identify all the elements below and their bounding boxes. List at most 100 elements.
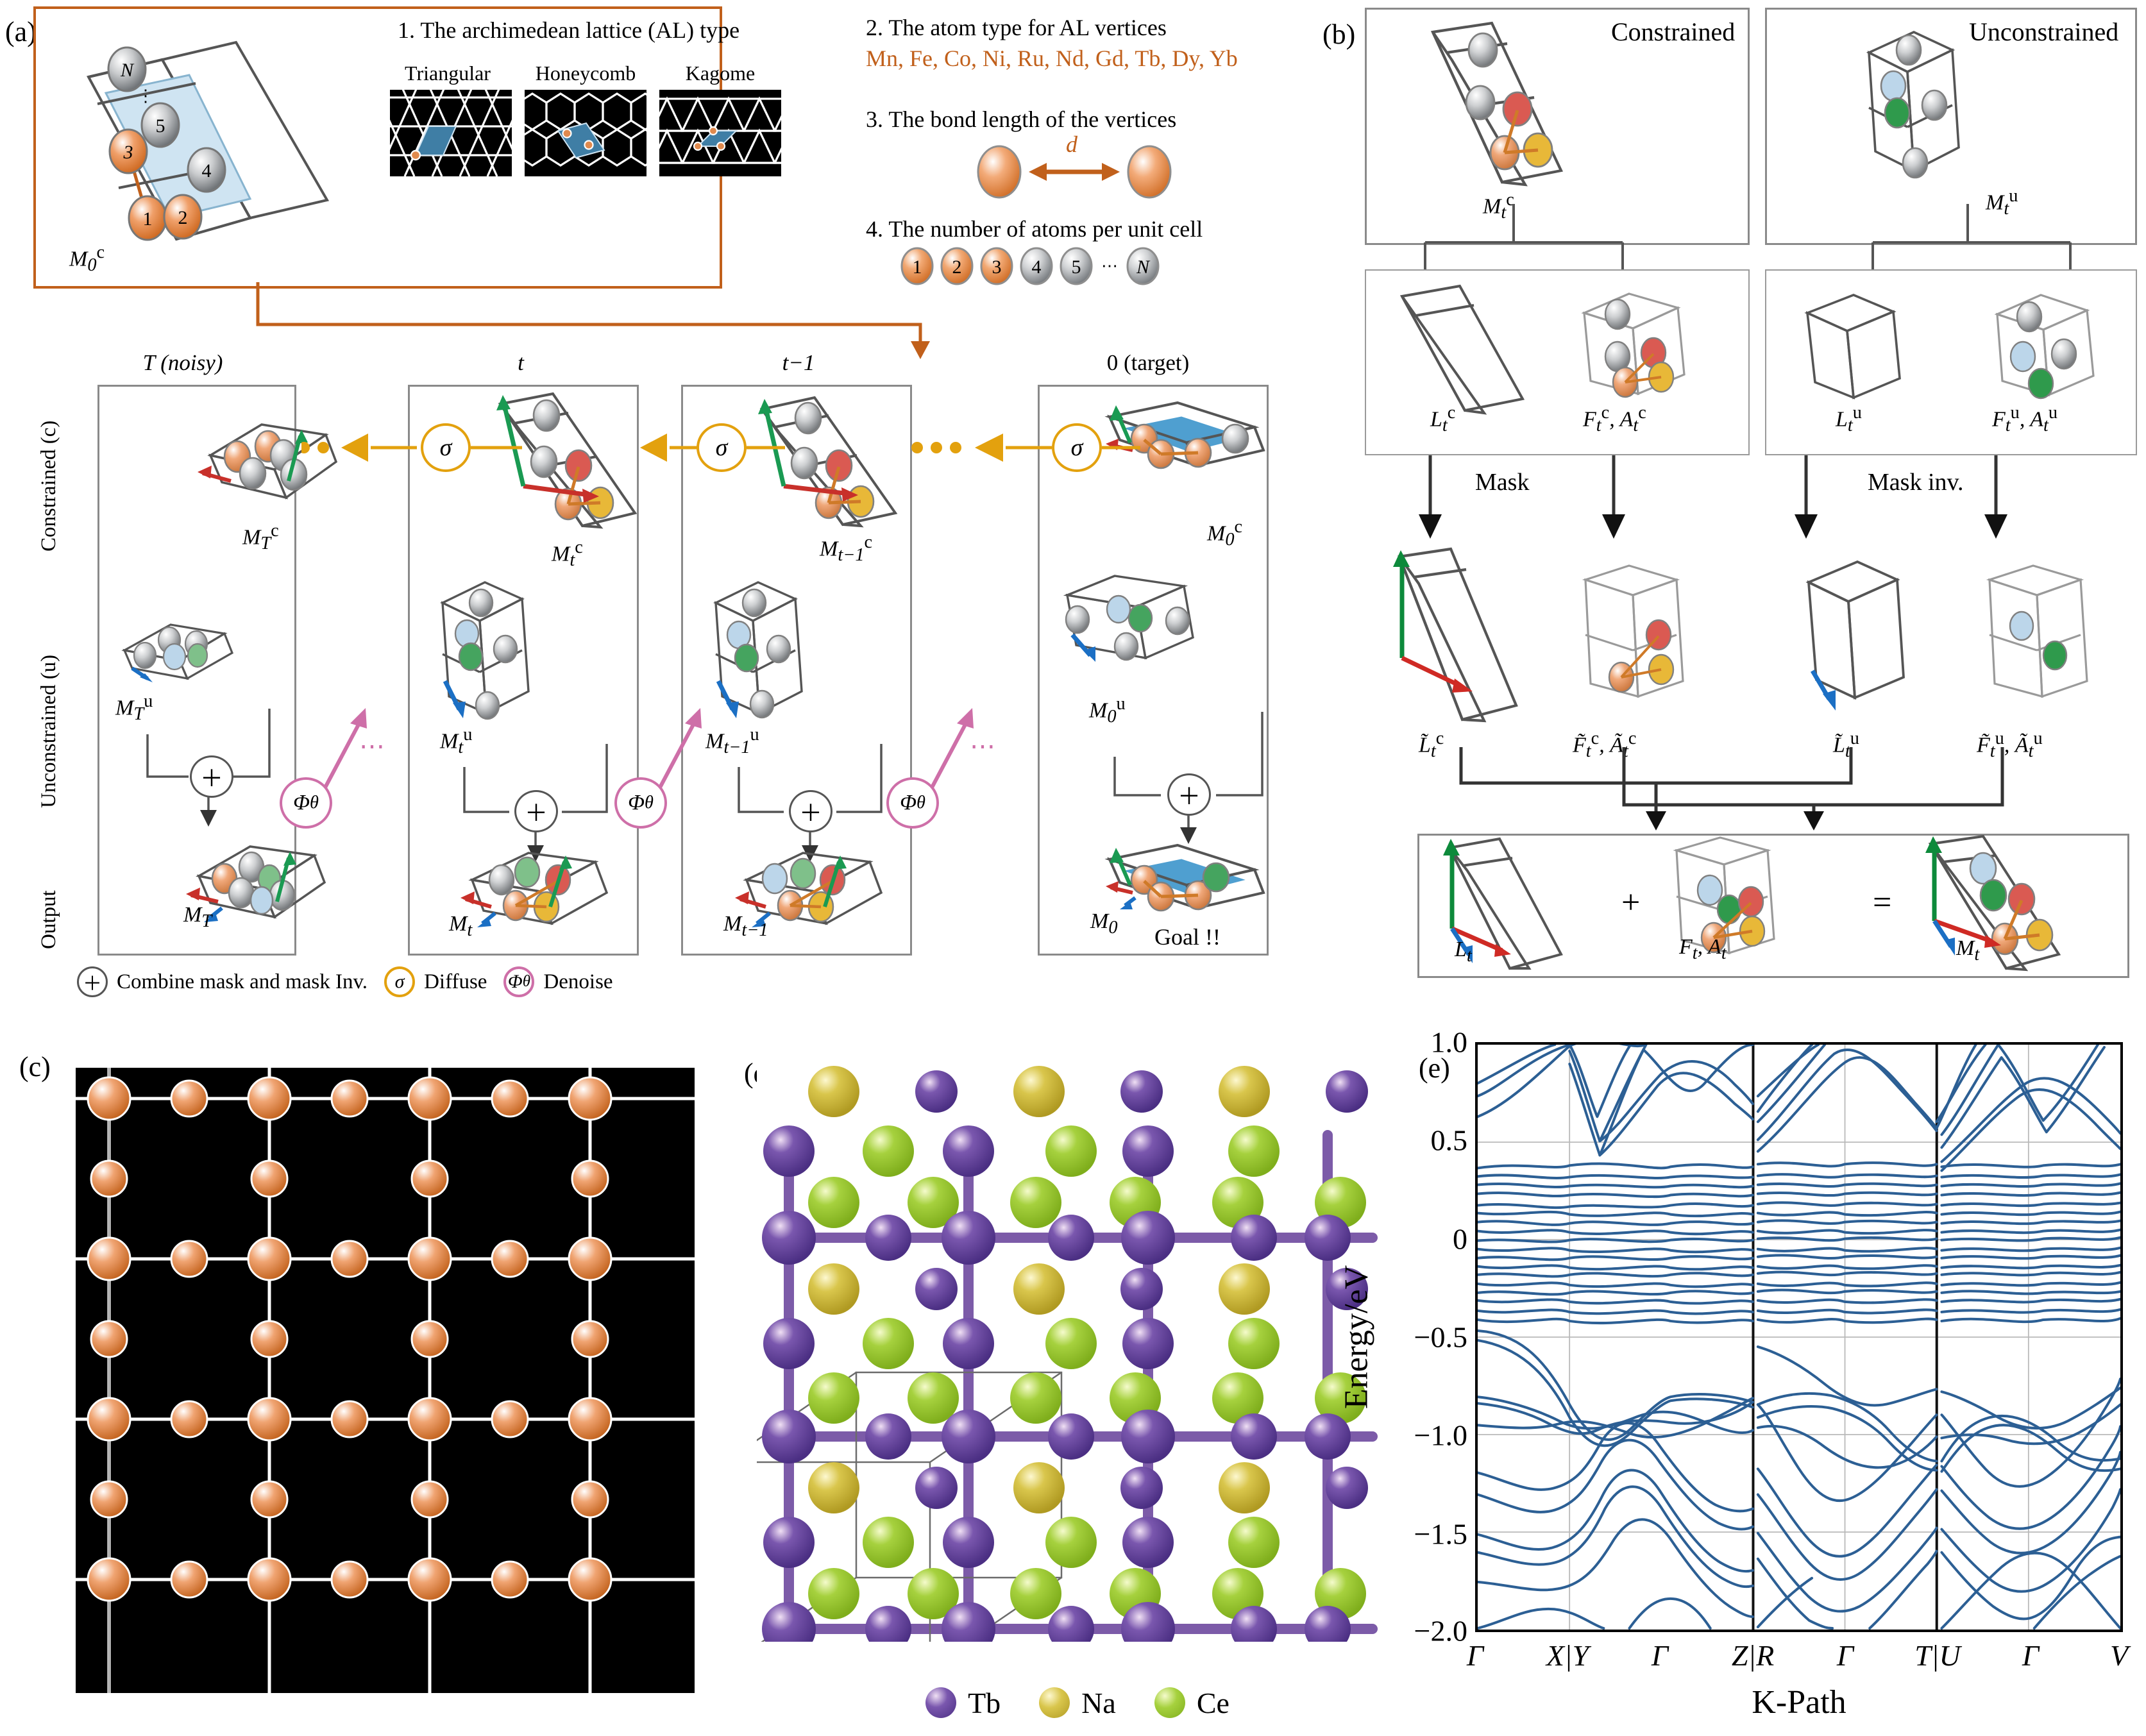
diffuse-operator-3: σ [1052,423,1102,472]
svg-text:3: 3 [992,257,1002,278]
ce-sphere-icon [1154,1687,1185,1718]
mask-inv-label: Mask inv. [1868,469,1964,496]
panel-label-e: (e) [1419,1052,1450,1084]
label-b-FtAt-c: Ftc, Atc [1583,403,1646,436]
combiner-wires-t [463,744,608,862]
site-label-N: N [120,60,135,81]
cell-b-FtAt-c [1571,287,1712,422]
step-header-t-1: t−1 [782,350,815,375]
ytick-0: 0 [1453,1222,1467,1256]
label-b-FtAt-u-masked: F̃tu, Ãtu [1977,729,2043,762]
cell-b-FtAt-u-masked [1975,564,2116,725]
panel-e-bandstructure: 1.0 0.5 0 −0.5 −1.0 −1.5 −2.0 Γ X|Y Γ Z|… [1339,1026,2129,1725]
condition-4-text: 4. The number of atoms per unit cell [866,216,1203,242]
y-axis-label: Energy/eV [1338,1265,1375,1410]
cell-b-Lt-c-masked [1379,545,1552,737]
label-MT-c: MTc [242,521,279,554]
cell-b-FtAt-c-masked [1571,564,1712,725]
cell-M0-c [1090,395,1276,510]
diffusion-legend: ＋ Combine mask and mask Inv. σ Diffuse Φ… [77,959,718,1004]
na-sphere-icon [1039,1687,1070,1718]
ytick--1.0: −1.0 [1414,1419,1467,1452]
label-b-Lt-c-masked: L̃tc [1419,729,1444,762]
label-Mt-out: Mt [449,912,473,940]
cell-b-Mt-u [1847,23,1995,203]
xtick-ZR: Z|R [1731,1639,1775,1672]
legend-entry-na: Na [1039,1686,1116,1720]
cell-b-Lt-c [1385,282,1546,423]
cell-b-Lt-u-masked [1789,558,1931,728]
combiner-wires-T [146,709,271,827]
panel-b-row2-unconstrained-box [1765,269,2137,455]
cell-b-Lt-u [1789,292,1924,421]
panel-a-connector [256,282,930,359]
diffuse-operator-1: σ [421,423,471,472]
panel-b-title-unconstrained: Unconstrained [1969,17,2119,46]
legend-label-combine: Combine mask and mask Inv. [117,970,368,993]
legend-item-diffuse: σ Diffuse [384,966,487,997]
xtick-gamma-3: Γ [1836,1639,1854,1672]
svg-text:2: 2 [952,257,962,278]
panel-c-svg [76,1068,695,1693]
legend-label-na: Na [1081,1686,1116,1719]
denoise-ellipsis-1: ⋯ [359,732,385,761]
denoise-ellipsis-2: ⋯ [970,732,995,761]
combine-operator-t: ＋ [514,790,558,832]
ytick--1.5: −1.5 [1414,1517,1467,1551]
label-b-FtAt-u: Ftu, Atu [1992,403,2058,436]
atom-count-badges: 1 2 3 4 5 ⋯ N [898,247,1257,285]
legend-item-combine: ＋ Combine mask and mask Inv. [77,966,368,997]
ytick-1.0: 1.0 [1430,1025,1468,1059]
label-Mt-c: Mtc [552,537,583,571]
unit-cell-caption: M0c [69,242,105,276]
panel-a-unit-cell: 3 1 2 4 5 N ⋮ [58,26,378,269]
diffuse-operator-2: σ [697,423,747,472]
lattice-tile-triangular [390,90,512,176]
legend-label-tb: Tb [968,1686,1001,1719]
goal-label: Goal !! [1154,924,1221,950]
xtick-V: V [2109,1639,2129,1672]
condition-1-text: 1. The archimedean lattice (AL) type [398,17,740,43]
step-header-t: t [518,350,524,375]
band-plot-area [1475,1042,2123,1632]
site-label-1: 1 [143,208,153,230]
equals-symbol-b: = [1873,884,1892,921]
site-label-2: 2 [178,207,188,228]
site-label-4: 4 [202,160,212,181]
diffuse-link-1 [471,446,522,450]
bond-length-symbol: d [1066,131,1077,157]
legend-entry-tb: Tb [925,1686,1001,1720]
combine-operator-T: ＋ [190,755,233,798]
ytick--2.0: −2.0 [1414,1614,1467,1648]
legend-label-ce: Ce [1196,1686,1229,1719]
diffuse-link-2 [747,446,785,450]
label-b-Lt: Lt [1455,938,1472,966]
mask-arrows [1419,455,2007,539]
lattice-tile-honeycomb [525,90,646,176]
step-header-T: T (noisy) [142,350,223,375]
label-MT-out: MT [183,903,212,931]
panel-b-branch-c [1424,204,1624,271]
combiner-wires-0 [1113,712,1263,844]
label-M0-c: M0c [1207,517,1243,550]
legend-label-denoise: Denoise [543,970,613,993]
cell-Mt-u [423,577,558,737]
plus-icon: ＋ [77,966,108,997]
site-label-3: 3 [123,142,133,163]
cell-b-Mt-c [1405,19,1610,205]
label-Mt-u: Mtu [440,725,473,758]
label-Mt1-c: Mt−1c [820,532,873,566]
panel-d-legend: Tb Na Ce [795,1677,1360,1728]
unit-cell-svg: 3 1 2 4 5 N ⋮ [86,40,330,241]
site-label-5: 5 [156,115,165,137]
label-M0-u: M0u [1089,694,1126,727]
xtick-gamma-2: Γ [1651,1639,1669,1672]
sigma-icon: σ [384,966,416,997]
svg-text:4: 4 [1032,257,1042,278]
cell-MT-c [191,410,351,519]
label-b-FtAt: Ft, At [1679,935,1727,963]
atom-type-list: Mn, Fe, Co, Ni, Ru, Nd, Gd, Tb, Dy, Yb [866,46,1238,71]
row-label-unconstrained: Unconstrained (u) [37,654,60,808]
plus-symbol-b: + [1621,884,1641,921]
